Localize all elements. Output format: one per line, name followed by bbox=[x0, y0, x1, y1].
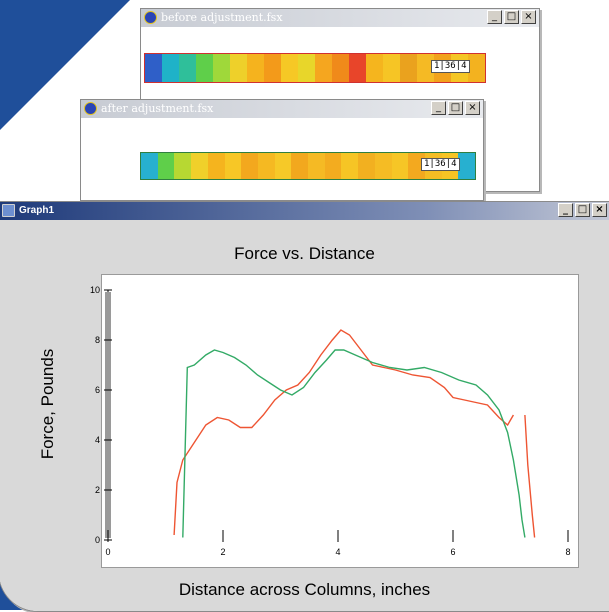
after-colorbar-cell bbox=[391, 153, 409, 179]
graph-window-titlebar[interactable]: Graph1 _ □ × bbox=[0, 202, 609, 220]
before-window-titlebar[interactable]: before adjustment.fsx _ □ × bbox=[141, 9, 539, 27]
x-axis-label: Distance across Columns, inches bbox=[178, 580, 431, 599]
before-colorbar-cell bbox=[281, 54, 298, 82]
minimize-button[interactable]: _ bbox=[558, 203, 573, 217]
after-colorbar-cell bbox=[458, 153, 476, 179]
before-colorbar-cell bbox=[468, 54, 485, 82]
before-colorbar-cell bbox=[145, 54, 162, 82]
before-colorbar-cell bbox=[366, 54, 383, 82]
graph-window-controls: _ □ × bbox=[558, 203, 607, 217]
maximize-button[interactable]: □ bbox=[504, 10, 519, 24]
after-colorbar-cell bbox=[191, 153, 208, 179]
after-colorbar-cell bbox=[308, 153, 325, 179]
after-colorbar-cell bbox=[291, 153, 309, 179]
minimize-button[interactable]: _ bbox=[431, 101, 446, 115]
after-colorbar-cell bbox=[374, 153, 392, 179]
after-colorbar-cell bbox=[341, 153, 359, 179]
minimize-button[interactable]: _ bbox=[487, 10, 502, 24]
after-colorbar-cell bbox=[324, 153, 342, 179]
after-window-titlebar[interactable]: after adjustment.fsx _ □ × bbox=[81, 100, 483, 118]
app-icon bbox=[144, 11, 157, 24]
after-window-title: after adjustment.fsx bbox=[101, 102, 214, 115]
close-button[interactable]: × bbox=[465, 101, 480, 115]
before-window-controls: _ □ × bbox=[487, 10, 536, 24]
close-button[interactable]: × bbox=[521, 10, 536, 24]
graph-app-icon bbox=[2, 204, 15, 217]
after-colorbar-cell bbox=[207, 153, 225, 179]
after-colorbar-cell bbox=[257, 153, 275, 179]
before-colorbar-cell bbox=[298, 54, 315, 82]
before-window-title: before adjustment.fsx bbox=[161, 11, 283, 24]
y-axis-label: Force, Pounds bbox=[38, 348, 57, 460]
after-colorbar-cell bbox=[241, 153, 258, 179]
maximize-button[interactable]: □ bbox=[575, 203, 590, 217]
before-colorbar-cell bbox=[179, 54, 196, 82]
chart-title: Force vs. Distance bbox=[234, 244, 375, 263]
before-colorbar-cell bbox=[162, 54, 179, 82]
after-pressure-colorbar bbox=[140, 152, 476, 180]
app-icon bbox=[84, 102, 97, 115]
after-colorbar-cell bbox=[274, 153, 292, 179]
before-colorbar-cell bbox=[230, 54, 247, 82]
before-colorbar-cell bbox=[332, 54, 349, 82]
before-readout-label: 1|36|4 bbox=[431, 60, 470, 73]
before-colorbar-cell bbox=[383, 54, 400, 82]
before-colorbar-cell bbox=[400, 54, 417, 82]
before-colorbar-cell bbox=[247, 54, 264, 82]
before-colorbar-cell bbox=[213, 54, 230, 82]
after-colorbar-cell bbox=[358, 153, 375, 179]
after-adjustment-window[interactable]: after adjustment.fsx _ □ × 1|36|4 bbox=[80, 99, 484, 201]
graph-window-title: Graph1 bbox=[19, 205, 55, 216]
after-readout-label: 1|36|4 bbox=[421, 158, 460, 171]
before-colorbar-cell bbox=[349, 54, 366, 82]
after-window-controls: _ □ × bbox=[431, 101, 480, 115]
plot-area bbox=[101, 274, 579, 568]
after-colorbar-cell bbox=[157, 153, 175, 179]
after-colorbar-cell bbox=[408, 153, 425, 179]
after-colorbar-cell bbox=[224, 153, 242, 179]
maximize-button[interactable]: □ bbox=[448, 101, 463, 115]
before-colorbar-cell bbox=[417, 54, 434, 82]
before-colorbar-cell bbox=[196, 54, 213, 82]
after-colorbar-cell bbox=[174, 153, 192, 179]
close-button[interactable]: × bbox=[592, 203, 607, 217]
before-colorbar-cell bbox=[264, 54, 281, 82]
after-colorbar-cell bbox=[141, 153, 158, 179]
before-colorbar-cell bbox=[315, 54, 332, 82]
